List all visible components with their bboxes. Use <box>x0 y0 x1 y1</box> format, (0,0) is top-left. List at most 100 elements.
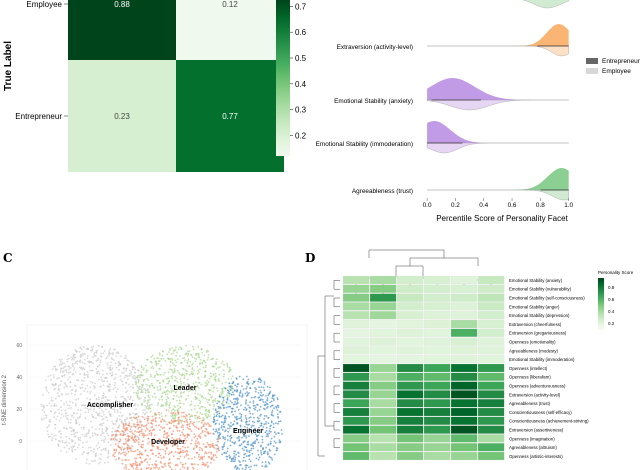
tsne-point <box>168 368 171 371</box>
tsne-point <box>130 449 132 452</box>
tsne-point <box>204 413 206 416</box>
tsne-point <box>95 444 98 447</box>
tsne-point <box>97 345 100 347</box>
tsne-point <box>211 365 214 368</box>
tsne-point <box>151 439 153 441</box>
tsne-point <box>74 404 77 407</box>
tsne-point <box>231 387 234 390</box>
tsne-point <box>127 360 130 362</box>
tsne-point <box>212 408 215 410</box>
tsne-point <box>174 464 177 467</box>
tsne-point <box>122 451 125 454</box>
tsne-point <box>129 385 132 388</box>
tsne-point <box>106 428 109 430</box>
d-cell <box>369 284 397 293</box>
tsne-point <box>92 451 95 453</box>
tsne-point <box>164 391 167 394</box>
tsne-point <box>175 426 178 429</box>
tsne-point <box>277 422 279 425</box>
tsne-point <box>241 385 243 387</box>
tsne-point <box>105 357 108 360</box>
tsne-point <box>131 419 133 422</box>
tsne-point <box>117 442 120 445</box>
tsne-point <box>209 432 212 435</box>
tsne-point <box>215 448 218 450</box>
tsne-point <box>185 389 188 392</box>
tsne-point <box>270 400 273 403</box>
tsne-point <box>196 438 199 440</box>
tsne-point <box>252 424 255 427</box>
tsne-point <box>80 348 83 351</box>
tsne-point <box>113 348 116 351</box>
tsne-point <box>108 385 111 388</box>
tsne-point <box>137 381 140 384</box>
tsne-point <box>143 416 145 419</box>
tsne-point <box>151 384 154 387</box>
tsne-point <box>158 424 160 427</box>
tsne-point <box>66 404 69 406</box>
tsne-point <box>77 379 80 382</box>
tsne-point <box>263 415 266 417</box>
tsne-point <box>171 377 174 380</box>
tsne-point <box>116 417 119 420</box>
tsne-point <box>188 350 191 353</box>
cm-row-label: Employee <box>26 0 62 9</box>
tsne-point <box>172 390 175 393</box>
tsne-point <box>233 389 236 391</box>
tsne-point <box>178 402 181 405</box>
tsne-point <box>232 391 234 394</box>
tsne-point <box>267 461 270 464</box>
tsne-point <box>68 404 71 407</box>
tsne-point <box>133 437 136 439</box>
tsne-point <box>239 461 241 463</box>
tsne-point <box>144 412 147 415</box>
tsne-point <box>49 410 52 412</box>
tsne-point <box>213 459 215 461</box>
tsne-point <box>170 357 173 360</box>
tsne-point <box>206 359 209 361</box>
tsne-point <box>172 411 175 414</box>
tsne-point <box>222 437 225 440</box>
tsne-point <box>70 427 73 429</box>
tsne-point <box>270 420 273 423</box>
tsne-point <box>235 377 238 380</box>
tsne-point <box>172 442 175 445</box>
tsne-point <box>119 403 121 405</box>
tsne-point <box>181 445 184 448</box>
tsne-point <box>221 382 224 385</box>
tsne-point <box>74 403 77 405</box>
d-cell <box>342 284 370 293</box>
tsne-point <box>194 392 197 395</box>
tsne-point <box>216 358 219 361</box>
tsne-point <box>236 466 239 469</box>
tsne-point <box>170 391 173 393</box>
tsne-point <box>57 408 60 411</box>
tsne-point <box>266 432 268 435</box>
tsne-point <box>114 451 116 454</box>
tsne-point <box>270 413 273 416</box>
tsne-point <box>258 377 261 380</box>
tsne-point <box>133 433 135 435</box>
tsne-point <box>242 460 245 462</box>
tsne-point <box>233 429 236 431</box>
tsne-point <box>179 461 182 464</box>
tsne-point <box>138 450 141 453</box>
tsne-point <box>98 404 101 406</box>
tsne-point <box>74 448 77 451</box>
tsne-point <box>190 389 193 391</box>
tsne-point <box>254 440 257 442</box>
tsne-point <box>183 411 185 414</box>
tsne-point <box>246 443 249 446</box>
tsne-point <box>71 401 74 404</box>
tsne-point <box>188 425 191 428</box>
tsne-point <box>125 418 128 421</box>
tsne-point <box>235 453 238 456</box>
d-row-label: Extraversion (gregariousness) <box>509 331 567 336</box>
tsne-point <box>137 369 140 372</box>
tsne-point <box>60 367 62 370</box>
tsne-point <box>254 431 257 434</box>
tsne-point <box>144 389 147 392</box>
tsne-point <box>228 395 231 398</box>
tsne-point <box>185 373 188 375</box>
tsne-point <box>199 363 201 365</box>
